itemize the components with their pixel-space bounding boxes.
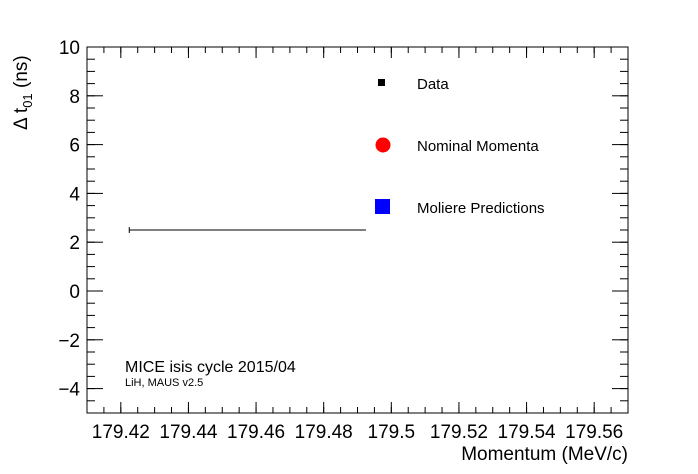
y-axis-title-main: Δ t: [11, 107, 32, 130]
x-tick-label: 179.56: [565, 422, 623, 443]
x-tick-label: 179.5: [368, 422, 416, 443]
y-axis-tick-labels: −4 −2 0 2 4 6 8 10: [58, 38, 80, 401]
x-tick-label: 179.52: [430, 422, 488, 443]
legend: Data Nominal Momenta Moliere Predictions: [375, 76, 545, 217]
legend-marker-square-small: [378, 79, 385, 86]
x-tick-label: 179.42: [92, 422, 150, 443]
y-axis-title-unit: (ns): [11, 55, 32, 93]
x-axis-ticks: [86, 47, 629, 413]
x-tick-label: 179.44: [159, 422, 218, 443]
y-tick-label: 2: [69, 233, 80, 254]
data-marks: [128, 227, 366, 233]
y-tick-label: 10: [59, 38, 80, 59]
legend-label: Nominal Momenta: [417, 138, 539, 155]
y-tick-label: 8: [69, 87, 80, 108]
legend-label: Data: [417, 76, 449, 93]
y-axis-title: Δ t01 (ns): [11, 55, 35, 130]
y-tick-label: −4: [58, 380, 80, 401]
legend-item-data: Data: [378, 76, 449, 93]
x-axis-tick-labels: 179.42 179.44 179.46 179.48 179.5 179.52 179.5…: [92, 422, 624, 443]
y-tick-label: 4: [69, 184, 80, 205]
x-axis-title: Momentum (MeV/c): [461, 444, 628, 465]
x-tick-label: 179.48: [295, 422, 353, 443]
legend-item-nominal-momenta: Nominal Momenta: [375, 137, 539, 155]
legend-marker-square: [375, 199, 390, 214]
legend-marker-circle: [375, 137, 391, 153]
legend-item-moliere-predictions: Moliere Predictions: [375, 199, 545, 217]
annotation-analysis: LiH, MAUS v2.5: [125, 377, 203, 389]
y-tick-label: −2: [58, 331, 80, 352]
x-tick-label: 179.54: [498, 422, 557, 443]
y-axis-title-subscript: 01: [20, 93, 35, 107]
y-tick-label: 0: [69, 282, 80, 303]
x-tick-label: 179.46: [227, 422, 285, 443]
legend-label: Moliere Predictions: [417, 200, 545, 217]
y-axis-ticks: [87, 46, 628, 414]
annotation-experiment: MICE isis cycle 2015/04: [125, 359, 296, 376]
y-tick-label: 6: [69, 136, 80, 157]
